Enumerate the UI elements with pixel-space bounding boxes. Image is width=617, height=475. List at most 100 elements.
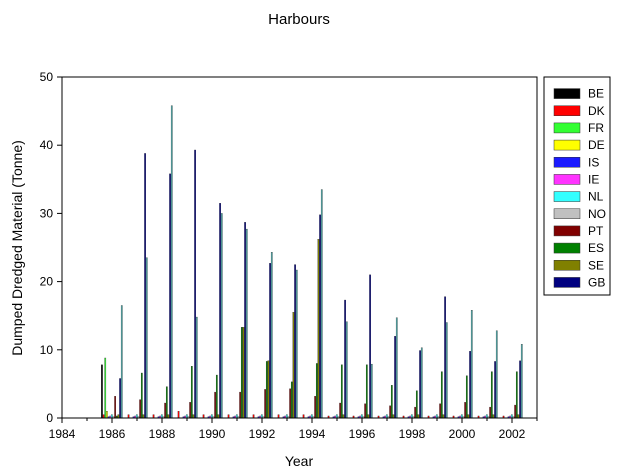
bar-nl-1987 <box>136 414 138 419</box>
legend-swatch-fr <box>553 122 581 134</box>
axes: 0 10 20 30 40 50 1984 1986 1988 1990 1992 1994 1996 1… <box>40 70 538 441</box>
bar-es-2001 <box>490 371 493 419</box>
legend-swatch-be <box>553 88 581 99</box>
bar-gb-1990 <box>219 203 221 419</box>
bar-dk-1991 <box>227 414 230 419</box>
bar-gb-1988 <box>169 173 171 419</box>
legend-label-dk: DK <box>588 104 605 118</box>
legend-label-be: BE <box>588 87 604 101</box>
bar-nl-1995 <box>336 414 338 419</box>
bar-pt-1991 <box>239 391 241 419</box>
bar-se-1988 <box>167 414 170 419</box>
legend-label-de: DE <box>588 138 605 152</box>
bar-es-1998 <box>415 390 418 419</box>
bar-pt-1998 <box>414 406 416 419</box>
bar-pt-1994 <box>314 396 316 419</box>
bar-es-2000 <box>465 375 468 419</box>
bar-pt-1990 <box>214 391 216 419</box>
bar-nl-1997 <box>386 414 388 419</box>
bar-unlabeled-1996 <box>370 363 373 419</box>
bar-se-2002 <box>517 414 520 419</box>
bar-pt-2002 <box>514 404 516 419</box>
legend-label-se: SE <box>588 258 604 272</box>
bar-se-1987 <box>142 414 145 419</box>
bar-nl-1988 <box>161 414 163 419</box>
bar-se-1995 <box>342 414 345 419</box>
bar-unlabeled-1986 <box>120 305 123 419</box>
bar-dk-1990 <box>202 414 205 419</box>
bar-se-2001 <box>492 414 495 419</box>
bar-se-1993 <box>292 312 295 419</box>
bar-se-1991 <box>242 327 245 419</box>
legend-swatch-is <box>553 157 581 168</box>
bar-unlabeled-1989 <box>195 316 198 419</box>
bar-es-1989 <box>190 366 193 419</box>
bar-gb-2001 <box>494 361 496 419</box>
legend-label-nl: NL <box>588 190 604 204</box>
bar-pt-1992 <box>264 389 266 419</box>
x-tick-label: 2002 <box>499 427 526 441</box>
bar-pt-1997 <box>389 405 391 419</box>
bar-es-1988 <box>165 386 168 419</box>
bar-gb-1992 <box>269 263 271 419</box>
bar-gb-1996 <box>369 274 371 419</box>
y-tick-label: 30 <box>40 206 54 220</box>
bar-unlabeled-1987 <box>145 257 148 419</box>
bar-unlabeled-1995 <box>345 321 348 419</box>
bar-se-1992 <box>267 360 270 419</box>
x-tick-label: 1986 <box>99 427 126 441</box>
y-tick-label: 20 <box>40 275 54 289</box>
x-tick-label: 1998 <box>399 427 426 441</box>
x-tick-label: 2000 <box>449 427 476 441</box>
legend-label-is: IS <box>588 155 599 169</box>
bar-nl-2001 <box>486 414 488 419</box>
plot-area <box>101 105 523 419</box>
bar-se-1986 <box>117 414 120 419</box>
bar-unlabeled-2001 <box>495 330 498 419</box>
bar-unlabeled-1993 <box>295 269 298 419</box>
bar-dk-1987 <box>127 414 130 419</box>
bar-se-1999 <box>442 414 445 419</box>
bar-nl-1999 <box>436 414 438 419</box>
bar-unlabeled-1997 <box>395 317 398 419</box>
legend-label-no: NO <box>588 207 606 221</box>
y-tick-label: 0 <box>46 411 53 425</box>
bar-unlabeled-1999 <box>445 322 448 419</box>
bar-gb-1987 <box>144 153 146 419</box>
x-tick-label: 1988 <box>149 427 176 441</box>
bar-es-1993 <box>290 381 293 419</box>
bar-es-1990 <box>215 374 218 419</box>
bar-se-1997 <box>392 414 395 419</box>
bar-nl-1989 <box>186 414 188 419</box>
bar-de-1986 <box>106 411 108 419</box>
x-tick-label: 1994 <box>299 427 326 441</box>
bar-dk-1993 <box>277 414 280 419</box>
bar-es-2002 <box>515 371 518 419</box>
x-tick-label: 1990 <box>199 427 226 441</box>
y-tick-label: 40 <box>40 138 54 152</box>
bar-nl-1990 <box>211 414 213 419</box>
bar-unlabeled-1991 <box>245 228 248 419</box>
bar-pt-1999 <box>439 403 441 419</box>
bar-es-1992 <box>265 361 268 419</box>
bar-unlabeled-1994 <box>320 189 323 419</box>
bar-pt-1988 <box>164 402 166 419</box>
bar-unlabeled-1988 <box>170 105 173 419</box>
bar-gb-1998 <box>419 350 421 419</box>
bar-es-1999 <box>440 371 443 419</box>
bar-nl-1986 <box>111 414 113 419</box>
bar-se-1996 <box>367 414 370 419</box>
bar-gb-1986 <box>119 378 121 419</box>
bar-nl-1996 <box>361 414 363 419</box>
bar-es-1994 <box>315 363 318 419</box>
legend-swatch-dk <box>553 105 581 116</box>
bar-dk-1994 <box>302 414 305 419</box>
bar-gb-1989 <box>194 149 196 419</box>
bar-es-1997 <box>390 385 393 419</box>
chart-title: Harbours <box>268 11 330 28</box>
bar-es-1995 <box>340 364 343 419</box>
bar-gb-2002 <box>519 360 521 419</box>
bar-se-1994 <box>317 239 320 419</box>
x-tick-label: 1984 <box>49 427 76 441</box>
